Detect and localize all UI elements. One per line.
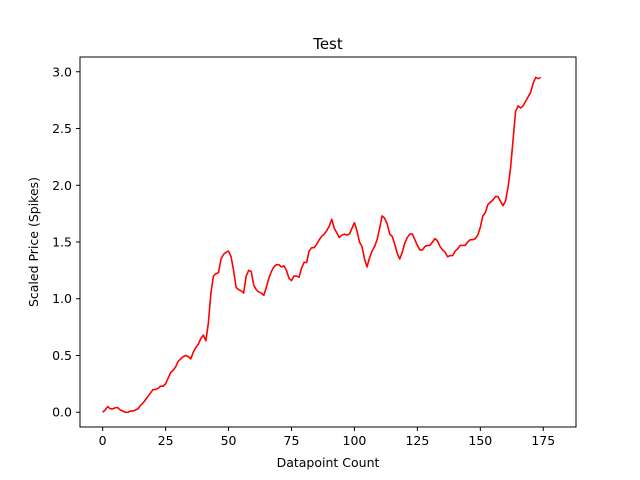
x-tick-label: 100 [343,433,367,448]
x-tick-label: 175 [531,433,555,448]
x-tick-label: 25 [158,433,174,448]
x-tick-label: 50 [221,433,237,448]
y-tick-label: 1.0 [52,291,72,306]
y-tick-label: 3.0 [52,64,72,79]
y-axis-label: Scaled Price (Spikes) [26,177,41,307]
series-line [102,76,542,414]
x-tick-label: 0 [99,433,107,448]
chart-title: Test [312,35,343,53]
y-tick-label: 0.5 [52,348,72,363]
x-axis-label: Datapoint Count [277,455,380,470]
plot-frame [79,56,577,428]
series-layer [102,76,542,414]
y-axis-ticks: 0.0 0.5 1.0 1.5 2.0 2.5 3.0 [52,64,80,420]
x-axis-ticks: 0 25 50 75 100 125 150 175 [99,427,555,448]
y-tick-label: 1.5 [52,235,72,250]
x-tick-label: 75 [284,433,300,448]
x-tick-label: 150 [468,433,492,448]
plot-background [80,57,576,427]
x-tick-label: 125 [405,433,429,448]
y-tick-label: 2.5 [52,121,72,136]
y-tick-label: 2.0 [52,178,72,193]
y-tick-label: 0.0 [52,405,72,420]
